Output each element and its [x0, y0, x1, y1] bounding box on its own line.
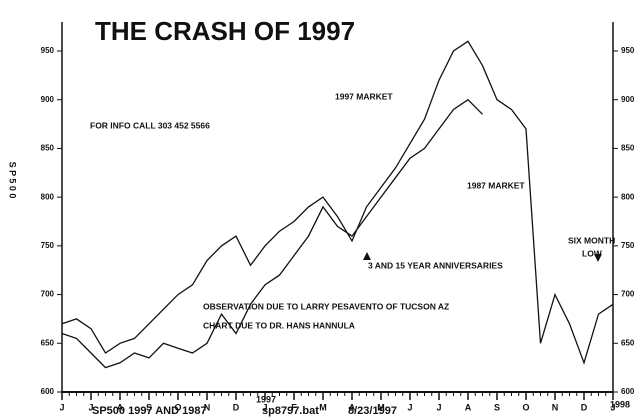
y-tick-label: 600: [621, 387, 635, 396]
footer: sp8797.bat: [262, 405, 319, 417]
year-label: 1998: [610, 399, 630, 409]
x-tick-label: N: [552, 402, 559, 412]
footer: SP500 1997 AND 1987: [92, 405, 207, 417]
y-tick-label: 700: [621, 290, 635, 299]
x-tick-label: O: [174, 402, 181, 412]
x-tick-label: A: [349, 402, 356, 412]
x-tick-label: J: [262, 402, 267, 412]
y-tick-label: 750: [621, 241, 635, 250]
series-line: [61, 98, 483, 369]
x-tick-label: M: [319, 402, 327, 412]
annotation: SIX MONTH: [568, 235, 615, 245]
y-tick-label: 600: [41, 387, 55, 396]
y-tick-label: 750: [41, 241, 55, 250]
x-tick-label: D: [233, 402, 240, 412]
x-tick-label: J: [610, 402, 615, 412]
annotation: CHART DUE TO DR. HANS HANNULA: [203, 320, 355, 330]
y-tick-label: 850: [41, 144, 55, 153]
y-tick-label: 950: [621, 46, 635, 55]
series-line: [61, 40, 614, 365]
annotation: OBSERVATION DUE TO LARRY PESAVENTO OF TU…: [203, 301, 449, 311]
y-tick-label: 950: [41, 46, 55, 55]
y-tick-label: 650: [41, 338, 55, 347]
y-tick-label: 800: [621, 192, 635, 201]
x-tick-label: A: [465, 402, 472, 412]
marker-triangle: [363, 252, 371, 260]
annotation: 3 AND 15 YEAR ANNIVERSARIES: [368, 260, 503, 270]
year-label: 1997: [256, 394, 276, 404]
y-tick-label: 850: [621, 144, 635, 153]
annotation: 1997 MARKET: [335, 91, 393, 101]
x-tick-label: D: [581, 402, 588, 412]
marker-triangle: [594, 254, 602, 262]
annotation: FOR INFO CALL 303 452 5566: [90, 120, 210, 130]
x-tick-label: S: [146, 402, 152, 412]
annotation: 1987 MARKET: [467, 180, 525, 190]
x-tick-label: F: [291, 402, 297, 412]
y-tick-label: 650: [621, 338, 635, 347]
x-tick-label: S: [494, 402, 500, 412]
footer: 8/23/1997: [348, 405, 397, 417]
y-tick-label: 800: [41, 192, 55, 201]
chart-title: THE CRASH OF 1997: [95, 16, 355, 46]
x-tick-label: J: [407, 402, 412, 412]
x-tick-label: N: [204, 402, 211, 412]
x-tick-label: A: [117, 402, 124, 412]
annotation: LOW: [582, 248, 603, 258]
y-axis-label: S P 5 0 0: [8, 162, 18, 199]
x-tick-label: J: [88, 402, 93, 412]
x-tick-label: O: [522, 402, 529, 412]
x-tick-label: J: [59, 402, 64, 412]
y-tick-label: 700: [41, 290, 55, 299]
x-tick-label: M: [377, 402, 385, 412]
y-tick-label: 900: [621, 95, 635, 104]
x-tick-label: J: [436, 402, 441, 412]
y-tick-label: 900: [41, 95, 55, 104]
